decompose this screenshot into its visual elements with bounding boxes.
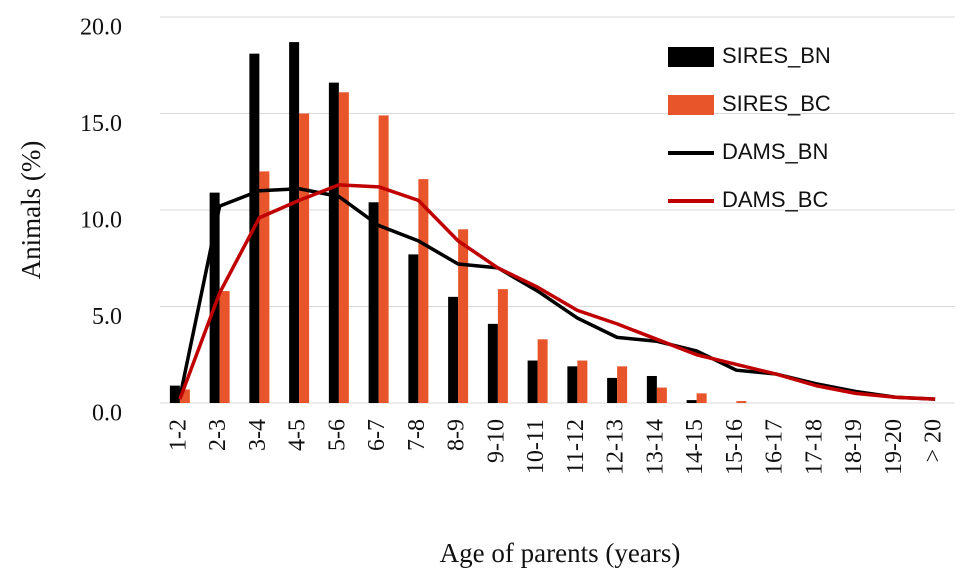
bar bbox=[607, 377, 618, 403]
x-tick-label: 14-15 bbox=[682, 419, 708, 475]
legend-swatch bbox=[668, 47, 714, 67]
legend-label: DAMS_BN bbox=[722, 139, 828, 164]
bar bbox=[169, 385, 180, 403]
x-tick-label: 7-8 bbox=[404, 419, 430, 451]
bar bbox=[736, 401, 747, 403]
x-tick-label: 19-20 bbox=[881, 419, 907, 475]
legend-label: SIRES_BC bbox=[722, 91, 831, 116]
x-tick-label: 5-6 bbox=[324, 419, 350, 451]
bar bbox=[458, 229, 469, 403]
x-tick-label: 4-5 bbox=[285, 419, 311, 451]
y-axis-title: Animals (%) bbox=[16, 141, 46, 280]
x-tick-label: 10-11 bbox=[523, 419, 549, 474]
bar bbox=[567, 366, 578, 403]
x-tick-label: 9-10 bbox=[483, 419, 509, 463]
bar bbox=[338, 92, 349, 404]
legend-swatch bbox=[668, 95, 714, 115]
x-tick-label: 6-7 bbox=[364, 419, 390, 451]
y-tick-label: 5.0 bbox=[92, 304, 122, 330]
x-tick-label: 16-17 bbox=[762, 419, 788, 475]
bar bbox=[527, 360, 538, 403]
bar bbox=[289, 42, 300, 404]
bar bbox=[497, 289, 508, 403]
bar bbox=[368, 202, 379, 403]
y-tick-label: 0.0 bbox=[92, 401, 122, 427]
bar bbox=[328, 82, 339, 404]
bar bbox=[209, 192, 220, 403]
x-tick-label: 12-13 bbox=[603, 419, 629, 475]
bar bbox=[537, 339, 548, 403]
x-tick-label: 11-12 bbox=[563, 419, 589, 474]
bar bbox=[448, 296, 459, 403]
bar bbox=[487, 323, 498, 403]
bar bbox=[378, 115, 389, 404]
y-tick-label: 10.0 bbox=[80, 208, 122, 234]
bar bbox=[577, 360, 588, 403]
bar bbox=[299, 113, 310, 403]
line bbox=[178, 183, 936, 401]
x-tick-label: 3-4 bbox=[245, 419, 271, 451]
bar bbox=[686, 400, 697, 403]
x-tick-label: 1-2 bbox=[165, 419, 191, 451]
bar bbox=[656, 387, 667, 403]
x-tick-label: 17-18 bbox=[801, 419, 827, 475]
x-tick-label: 15-16 bbox=[722, 419, 748, 475]
bar bbox=[219, 291, 230, 403]
y-tick-label: 15.0 bbox=[80, 111, 122, 137]
bar bbox=[259, 171, 270, 403]
bar bbox=[179, 389, 190, 403]
x-tick-label: 13-14 bbox=[642, 419, 668, 475]
legend-label: SIRES_BN bbox=[722, 43, 831, 68]
bar bbox=[418, 179, 429, 403]
x-tick-label: > 20 bbox=[921, 419, 947, 463]
bar bbox=[617, 366, 628, 403]
x-tick-label: 8-9 bbox=[444, 419, 470, 451]
bar bbox=[696, 393, 707, 403]
bar bbox=[408, 254, 419, 403]
y-tick-label: 20.0 bbox=[80, 15, 122, 41]
x-axis-title: Age of parents (years) bbox=[440, 538, 681, 568]
x-tick-label: 2-3 bbox=[205, 419, 231, 451]
legend-label: DAMS_BC bbox=[722, 187, 828, 212]
x-tick-label: 18-19 bbox=[841, 419, 867, 475]
bar bbox=[646, 375, 657, 403]
